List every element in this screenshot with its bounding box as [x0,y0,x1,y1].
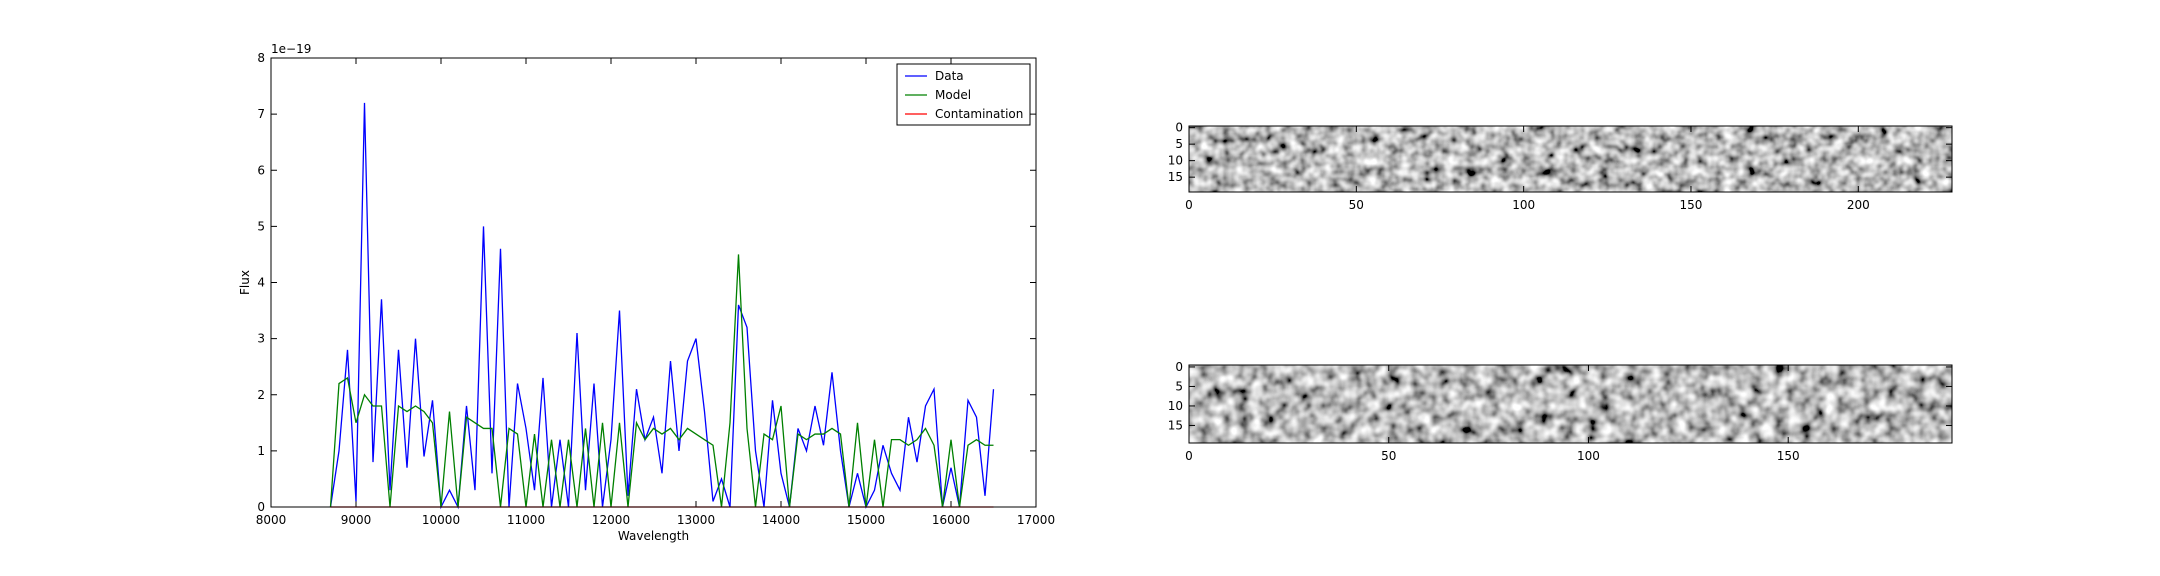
y-tick-label: 15 [1168,170,1183,184]
legend-label: Data [935,69,964,83]
x-tick-label: 13000 [677,513,715,527]
y-tick-label: 0 [1175,360,1183,374]
x-tick-label: 8000 [256,513,287,527]
y-tick-label: 0 [1175,121,1183,135]
plot-frame [1188,125,1953,193]
y-tick-label: 10 [1168,399,1183,413]
x-tick-label: 10000 [422,513,460,527]
y-tick-label: 8 [257,51,265,65]
x-tick-label: 150 [1777,449,1800,463]
legend-label: Model [935,88,971,102]
x-tick-label: 50 [1381,449,1396,463]
y-tick-label: 4 [257,276,265,290]
y-tick-label: 5 [1175,137,1183,151]
x-axis-label: Wavelength [618,529,689,543]
spectrum-image [1189,126,1952,192]
legend-label: Contamination [935,107,1023,121]
x-tick-label: 100 [1512,198,1535,212]
y-tick-label: 1 [257,444,265,458]
y-tick-label: 0 [257,500,265,514]
y-tick-label: 10 [1168,154,1183,168]
y-axis-label: Flux [238,270,252,295]
y-tick-label: 7 [257,107,265,121]
y-tick-label: 6 [257,163,265,177]
data-line [329,102,995,510]
x-tick-label: 16000 [932,513,970,527]
x-tick-label: 12000 [592,513,630,527]
y-tick-label: 5 [257,219,265,233]
y-tick-label: 2 [257,388,265,402]
x-tick-label: 17000 [1017,513,1055,527]
x-tick-label: 9000 [341,513,372,527]
y-tick-label: 15 [1168,418,1183,432]
plot-frame [1188,364,1953,444]
offset-text: 1e−19 [271,42,311,56]
x-tick-label: 50 [1349,198,1364,212]
y-tick-label: 3 [257,332,265,346]
x-tick-label: 15000 [847,513,885,527]
x-tick-label: 100 [1577,449,1600,463]
x-tick-label: 150 [1680,198,1703,212]
y-tick-label: 5 [1175,379,1183,393]
x-tick-label: 14000 [762,513,800,527]
x-tick-label: 0 [1185,198,1193,212]
x-tick-label: 200 [1847,198,1870,212]
spectrum-image [1189,365,1952,443]
plot-frame [270,57,1037,508]
x-tick-label: 11000 [507,513,545,527]
x-tick-label: 0 [1185,449,1193,463]
